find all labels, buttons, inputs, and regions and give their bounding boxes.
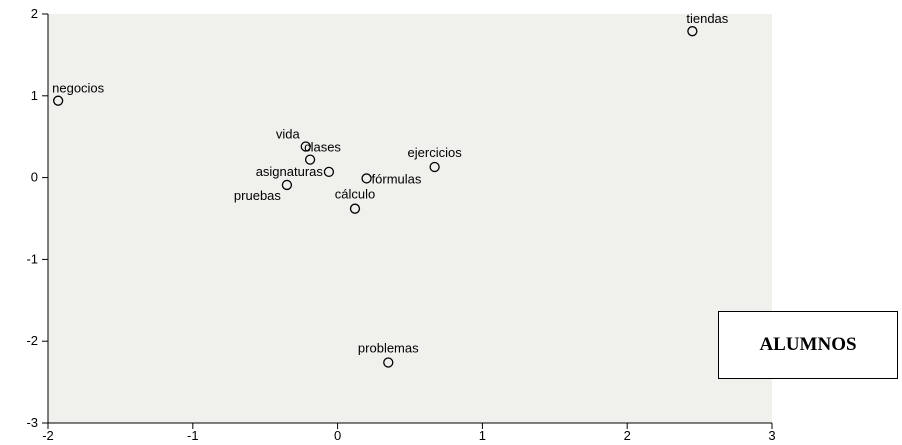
point-label-problemas: problemas (358, 340, 419, 355)
data-point-problemas (383, 357, 394, 368)
point-label-pruebas: pruebas (234, 188, 281, 203)
data-point-clases (304, 154, 316, 165)
x-tick-label: -1 (187, 428, 199, 443)
point-label-vida: vida (276, 127, 301, 142)
legend-label: ALUMNOS (759, 334, 857, 355)
y-tick-label: -2 (26, 333, 38, 348)
y-tick-label: -1 (26, 251, 38, 266)
point-label-asignaturas: asignaturas (256, 164, 324, 179)
point-label-cálculo: cálculo (335, 187, 375, 202)
data-point-fórmulas (361, 173, 372, 184)
axes: 2 1 0 -1 -2 -3 -2 -1 0 1 2 3 (26, 6, 775, 443)
data-point-cálculo (349, 203, 361, 214)
point-label-negocios: negocios (52, 81, 105, 96)
x-tick-label: 0 (334, 428, 341, 443)
y-tick-label: 0 (31, 170, 38, 185)
point-label-tiendas: tiendas (686, 11, 728, 26)
data-point-asignaturas (323, 166, 335, 178)
point-label-fórmulas: fórmulas (372, 171, 422, 186)
data-point-negocios (52, 95, 64, 106)
x-tick-label: 3 (768, 428, 775, 443)
legend-box: ALUMNOS (718, 311, 898, 379)
x-tick-label: -2 (42, 428, 54, 443)
data-point-pruebas (281, 179, 293, 191)
data-point-vida (300, 141, 311, 152)
y-tick-label: 2 (31, 6, 38, 21)
x-tick-label: 1 (479, 428, 486, 443)
data-point-ejercicios (429, 161, 440, 173)
point-label-clases: clases (304, 140, 341, 155)
y-tick-label: 1 (31, 88, 38, 103)
data-point-tiendas (687, 26, 698, 37)
y-tick-label: -3 (26, 415, 38, 430)
plot-area (48, 14, 772, 423)
point-label-ejercicios: ejercicios (408, 145, 463, 160)
x-tick-label: 2 (624, 428, 631, 443)
